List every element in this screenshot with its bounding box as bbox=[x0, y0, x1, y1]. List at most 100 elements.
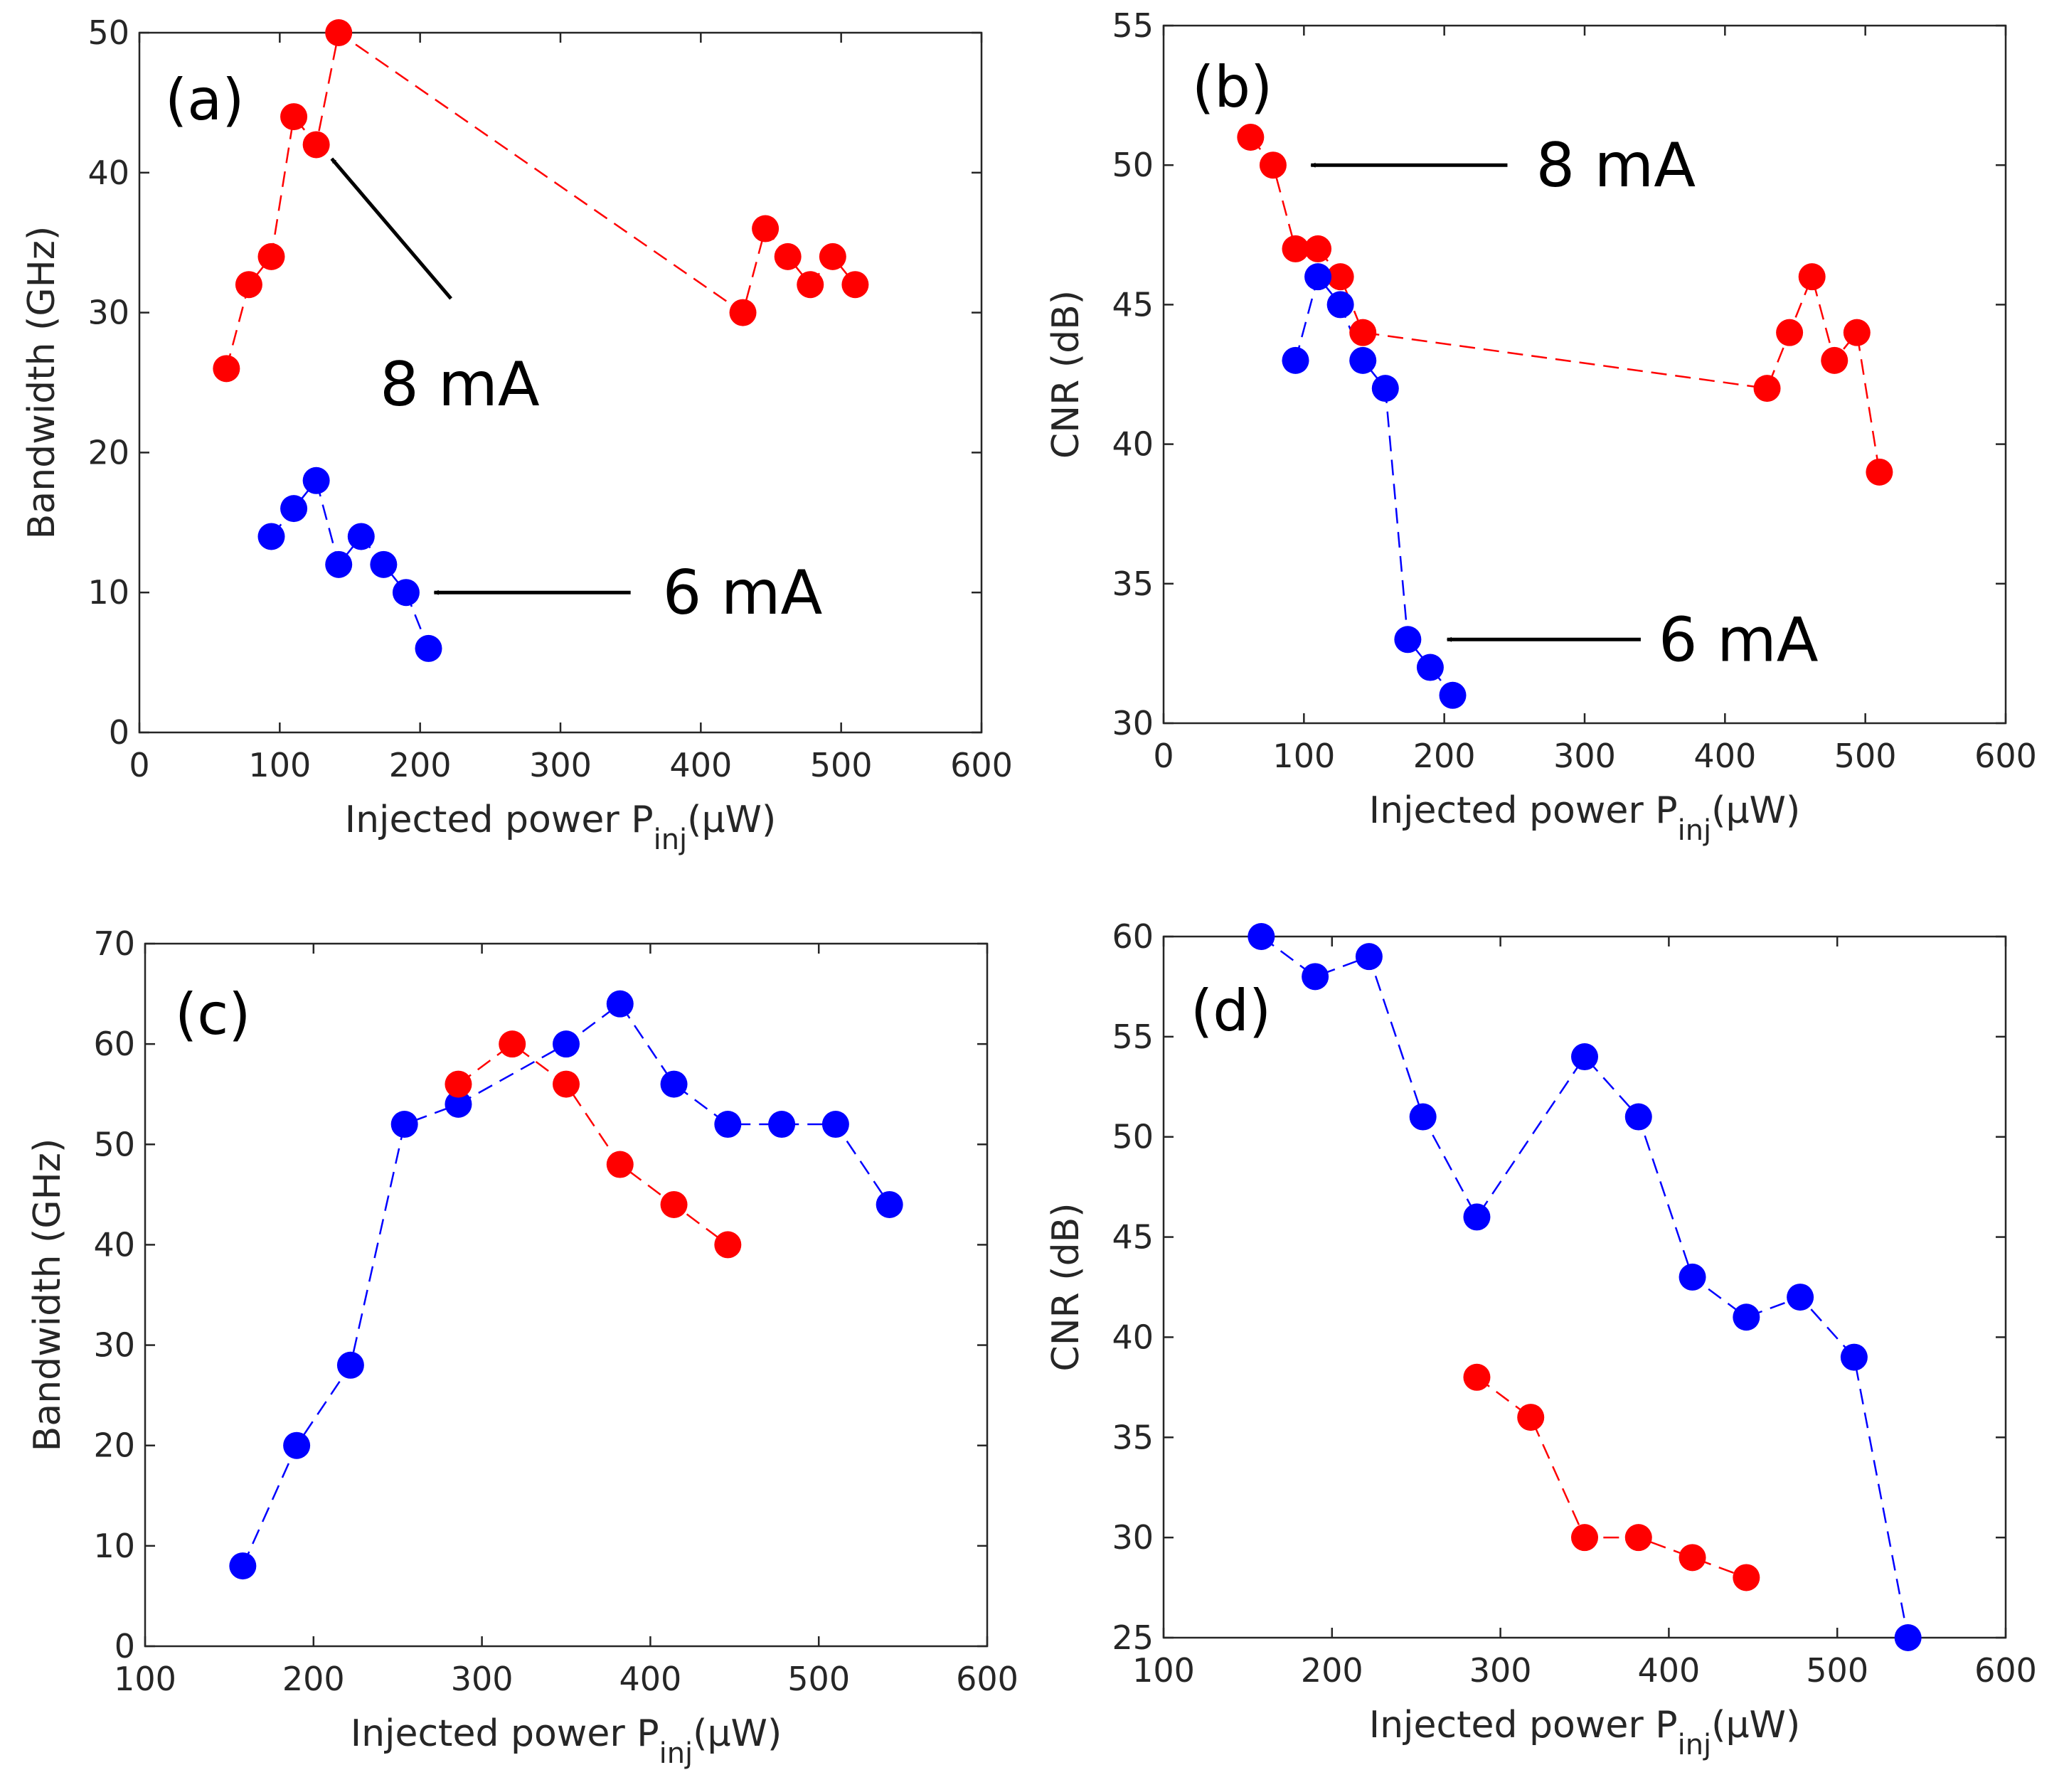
y-tick-label: 20 bbox=[93, 1426, 135, 1465]
data-point bbox=[1866, 458, 1893, 486]
x-axis-label-unit: (μW) bbox=[1711, 789, 1800, 832]
y-tick-label: 0 bbox=[109, 713, 129, 752]
panel-label: (d) bbox=[1191, 978, 1271, 1044]
data-point bbox=[729, 299, 757, 326]
x-tick-label: 600 bbox=[950, 746, 1013, 784]
data-point bbox=[1463, 1363, 1491, 1391]
panel-label: (a) bbox=[165, 67, 244, 133]
x-tick-label: 400 bbox=[619, 1660, 681, 1698]
annotation-arrow bbox=[330, 157, 452, 300]
y-tick-label: 0 bbox=[115, 1627, 135, 1665]
x-axis-label: Injected power Pinj(μW) bbox=[1369, 1704, 1801, 1761]
x-axis-label-subscript: inj bbox=[1678, 814, 1712, 847]
x-tick-label: 600 bbox=[1974, 1651, 2037, 1690]
panel-a: 0 100 200 300 400 500 600 0 10 20 30 40 50 Injected p… bbox=[21, 14, 1013, 856]
x-tick-label: 500 bbox=[787, 1660, 850, 1698]
x-tick-label: 300 bbox=[529, 746, 592, 784]
data-point bbox=[445, 1090, 472, 1118]
data-point bbox=[1821, 346, 1848, 374]
x-axis-label-subscript: inj bbox=[659, 1737, 693, 1770]
x-axis-label-unit: (μW) bbox=[1711, 1704, 1800, 1746]
data-point bbox=[235, 271, 262, 299]
data-point bbox=[1840, 1343, 1868, 1371]
x-tick-label: 400 bbox=[669, 746, 732, 784]
data-point bbox=[445, 1070, 472, 1098]
y-tick-label: 50 bbox=[1112, 146, 1154, 184]
data-point bbox=[1394, 626, 1422, 654]
x-tick-label: 500 bbox=[1806, 1651, 1868, 1690]
plot-frame bbox=[144, 942, 989, 1648]
y-tick-label: 25 bbox=[1112, 1618, 1154, 1657]
x-axis-label-main: Injected power P bbox=[1369, 1704, 1678, 1746]
data-point bbox=[1733, 1303, 1760, 1331]
data-point bbox=[1371, 375, 1399, 402]
data-point bbox=[797, 271, 824, 299]
data-point bbox=[415, 634, 442, 662]
data-point bbox=[283, 1431, 311, 1459]
y-tick-label: 30 bbox=[93, 1326, 135, 1365]
annotation-label: 8 mA bbox=[1536, 130, 1696, 201]
panel-label: (b) bbox=[1192, 54, 1272, 120]
data-point bbox=[1326, 263, 1354, 291]
y-tick-label: 55 bbox=[1112, 1018, 1154, 1056]
plot-frame bbox=[1162, 24, 2007, 725]
data-point bbox=[752, 215, 780, 242]
x-tick-label: 0 bbox=[1153, 737, 1174, 775]
x-tick-label: 400 bbox=[1693, 737, 1756, 775]
data-point bbox=[1776, 319, 1804, 346]
annotation-label: 8 mA bbox=[380, 349, 540, 420]
data-point bbox=[1894, 1624, 1922, 1651]
x-axis-label: Injected power Pinj(μW) bbox=[1369, 789, 1801, 847]
y-tick-label: 45 bbox=[1112, 1218, 1154, 1257]
y-tick-label: 20 bbox=[87, 433, 129, 471]
data-point bbox=[1302, 963, 1329, 991]
data-point bbox=[553, 1030, 580, 1058]
y-tick-label: 10 bbox=[87, 573, 129, 612]
x-axis-label-subscript: inj bbox=[654, 823, 688, 856]
x-axis-label-subscript: inj bbox=[1678, 1729, 1712, 1761]
data-point bbox=[1624, 1103, 1652, 1131]
x-tick-label: 200 bbox=[1301, 1651, 1363, 1690]
y-tick-label: 10 bbox=[93, 1527, 135, 1565]
data-point bbox=[1679, 1263, 1706, 1291]
data-point bbox=[499, 1030, 526, 1058]
data-point bbox=[606, 1151, 634, 1178]
data-point bbox=[660, 1070, 688, 1098]
y-tick-label: 35 bbox=[1112, 1418, 1154, 1456]
x-tick-label: 200 bbox=[389, 746, 452, 784]
x-tick-label: 600 bbox=[1974, 737, 2037, 775]
x-tick-label: 400 bbox=[1637, 1651, 1700, 1690]
data-point bbox=[1517, 1404, 1545, 1431]
x-axis-label-unit: (μW) bbox=[687, 799, 776, 841]
x-axis-label-main: Injected power P bbox=[1369, 789, 1678, 832]
data-point bbox=[1409, 1103, 1437, 1131]
x-tick-label: 100 bbox=[114, 1660, 176, 1698]
panel-b: 0 100 200 300 400 500 600 30 35 40 45 50 55 Injected … bbox=[1045, 6, 2037, 847]
data-point bbox=[774, 242, 802, 270]
y-tick-label: 70 bbox=[93, 924, 135, 963]
x-tick-label: 100 bbox=[248, 746, 311, 784]
x-tick-label: 200 bbox=[282, 1660, 345, 1698]
data-point bbox=[1237, 123, 1265, 151]
data-point bbox=[325, 19, 353, 46]
series-line-1 bbox=[270, 479, 430, 649]
y-tick-label: 40 bbox=[87, 154, 129, 192]
data-point bbox=[392, 579, 420, 607]
data-point bbox=[280, 495, 308, 523]
data-point bbox=[1571, 1524, 1598, 1552]
data-point bbox=[302, 131, 330, 159]
data-point bbox=[1259, 151, 1287, 179]
y-tick-label: 50 bbox=[1112, 1118, 1154, 1156]
data-point bbox=[257, 242, 285, 270]
x-axis-label: Injected power Pinj(μW) bbox=[351, 1712, 782, 1770]
data-point bbox=[325, 550, 353, 578]
data-point bbox=[1282, 346, 1309, 374]
y-tick-label: 40 bbox=[93, 1225, 135, 1264]
data-point bbox=[1798, 263, 1826, 291]
y-tick-label: 30 bbox=[1112, 704, 1154, 742]
x-tick-label: 300 bbox=[1469, 1651, 1532, 1690]
x-tick-label: 300 bbox=[451, 1660, 514, 1698]
data-point bbox=[1416, 654, 1444, 681]
y-axis-label: Bandwidth (GHz) bbox=[21, 226, 63, 540]
